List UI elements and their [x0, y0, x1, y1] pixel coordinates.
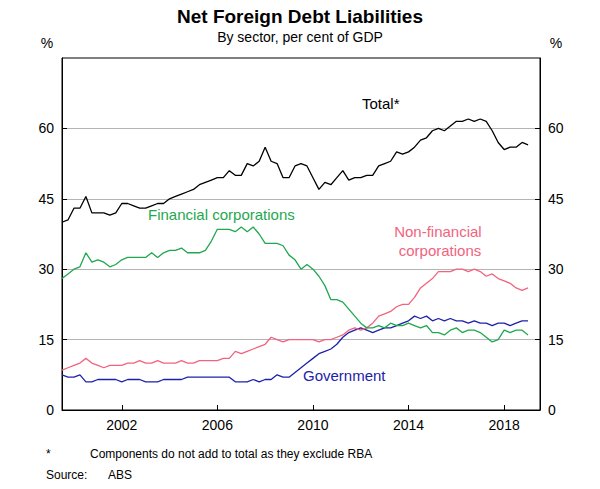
svg-text:%: % — [41, 35, 53, 51]
svg-text:2014: 2014 — [393, 417, 424, 433]
svg-text:15: 15 — [38, 332, 54, 348]
svg-text:45: 45 — [548, 191, 564, 207]
svg-text:15: 15 — [548, 332, 564, 348]
svg-text:60: 60 — [548, 120, 564, 136]
svg-text:2018: 2018 — [489, 417, 520, 433]
svg-text:Source:: Source: — [46, 468, 87, 482]
svg-text:30: 30 — [38, 261, 54, 277]
svg-text:60: 60 — [38, 120, 54, 136]
svg-text:%: % — [550, 35, 562, 51]
svg-text:ABS: ABS — [108, 468, 132, 482]
svg-text:Net Foreign Debt Liabilities: Net Foreign Debt Liabilities — [177, 6, 423, 27]
svg-text:0: 0 — [548, 402, 556, 418]
svg-text:2006: 2006 — [202, 417, 233, 433]
svg-text:0: 0 — [46, 402, 54, 418]
svg-text:Total*: Total* — [362, 95, 400, 112]
svg-text:2010: 2010 — [297, 417, 328, 433]
svg-text:Non-financial: Non-financial — [394, 223, 486, 240]
svg-text:Financial corporations: Financial corporations — [148, 206, 295, 223]
svg-text:*: * — [46, 447, 51, 461]
svg-text:corporations: corporations — [399, 242, 482, 259]
svg-text:2002: 2002 — [106, 417, 137, 433]
svg-text:45: 45 — [38, 191, 54, 207]
svg-text:By sector, per cent of GDP: By sector, per cent of GDP — [217, 29, 383, 45]
svg-text:Government: Government — [303, 367, 386, 384]
svg-text:30: 30 — [548, 261, 564, 277]
svg-text:Components do not add to total: Components do not add to total as they e… — [90, 447, 372, 461]
